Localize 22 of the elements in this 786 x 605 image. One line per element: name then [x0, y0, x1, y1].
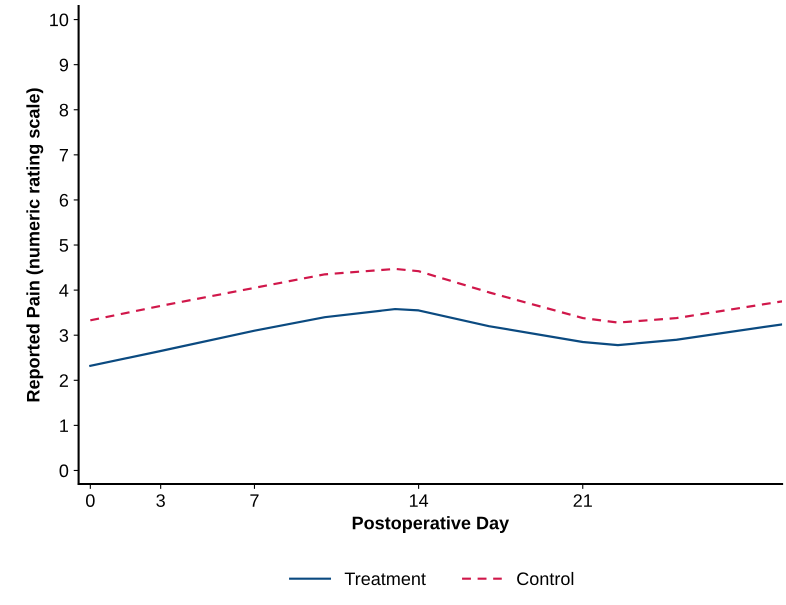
x-axis-title: Postoperative Day [352, 516, 510, 533]
y-tick-label: 5 [60, 239, 68, 252]
y-tick-label: 9 [60, 58, 68, 72]
x-tick-label: 14 [410, 494, 428, 507]
y-tick-label: 4 [59, 284, 68, 297]
x-tick-label: 21 [574, 494, 592, 507]
y-tick-label: 10 [50, 14, 68, 26]
legend-label: Control [517, 572, 574, 586]
y-tick-label: 8 [60, 104, 68, 116]
line-series [89, 268, 782, 324]
x-tick-label: 7 [250, 494, 259, 507]
y-tick-label: 2 [60, 374, 68, 387]
y-tick-label: 7 [60, 148, 68, 162]
x-tick-label: 3 [156, 494, 165, 507]
line-series [89, 308, 782, 367]
y-tick-label: 1 [60, 420, 68, 432]
y-tick-label: 0 [60, 464, 68, 478]
y-tick-label: 6 [60, 194, 68, 207]
legend-label: Treatment [344, 572, 426, 586]
y-axis-title: Reported Pain (numeric rating scale) [26, 88, 44, 402]
y-tick-label: 3 [60, 329, 68, 342]
x-tick-label: 0 [86, 494, 95, 507]
